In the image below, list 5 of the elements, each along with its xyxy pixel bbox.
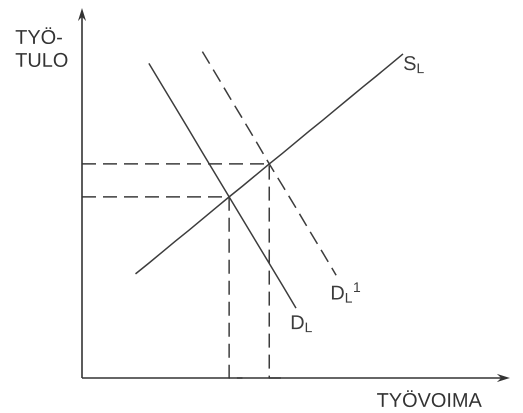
series-label: D$_{L}$ <box>292 315 312 332</box>
series-label: S$_{L}$ <box>404 56 424 74</box>
series-label: D$_{L}$1 <box>332 282 360 303</box>
y-axis-title: TYÖ-TULO <box>16 27 68 67</box>
x-axis-title: TYÖVOIMA <box>377 390 482 408</box>
